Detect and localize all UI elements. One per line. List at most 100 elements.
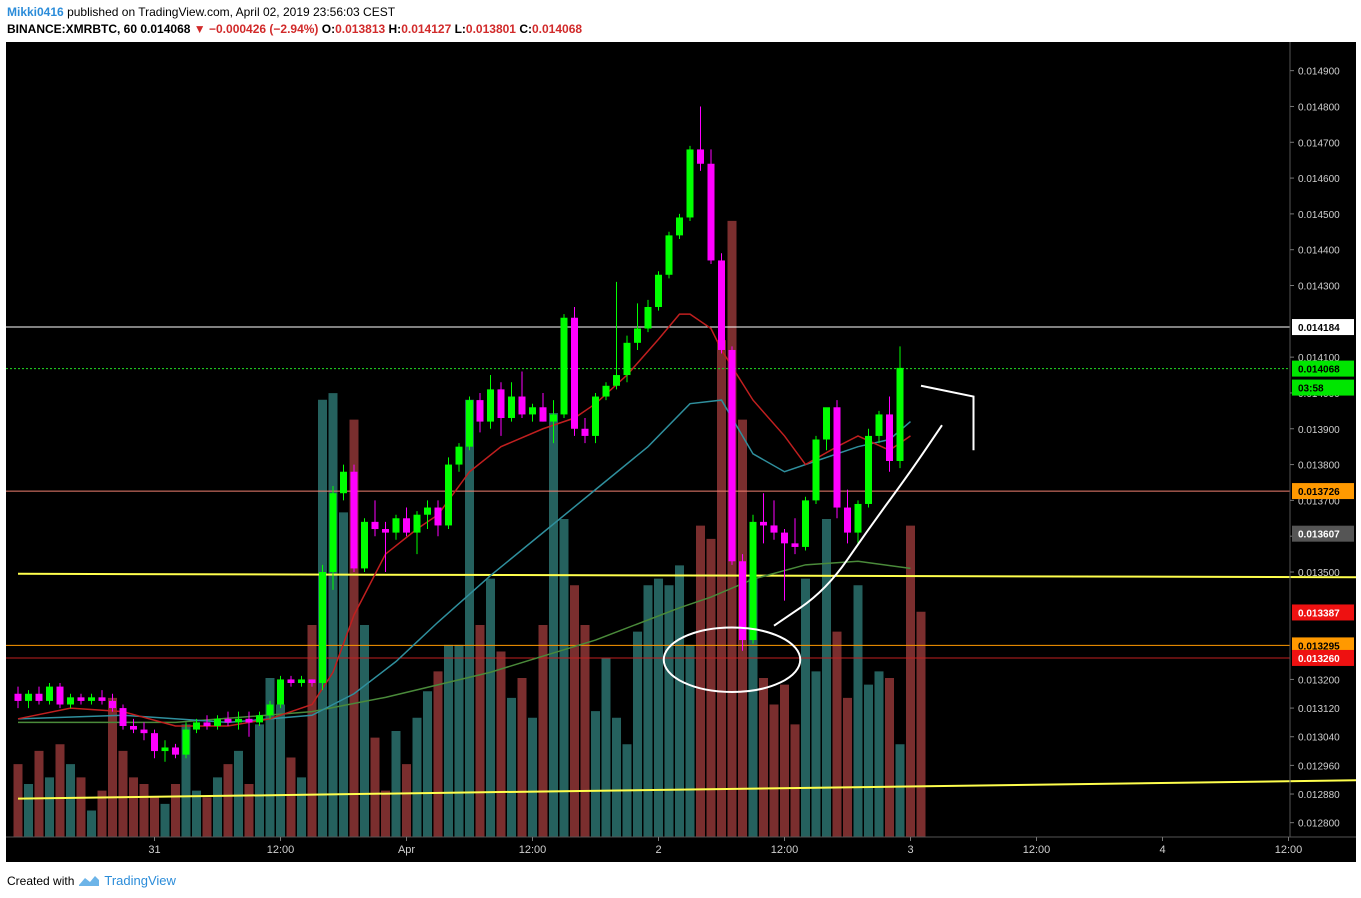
candle-body — [739, 561, 746, 641]
candle-body — [308, 679, 316, 684]
volume-bar — [769, 704, 779, 837]
volume-bar — [402, 764, 411, 837]
candle-body — [550, 414, 557, 422]
close-label: C: — [519, 22, 532, 36]
candle-body — [151, 733, 158, 752]
candle-body — [14, 693, 22, 701]
volume-bar — [118, 750, 128, 837]
candle-body — [119, 708, 127, 726]
volume-bar — [696, 525, 705, 837]
volume-bar — [706, 538, 716, 837]
volume-bar — [811, 671, 821, 837]
ma-green-line — [18, 560, 911, 724]
candle-body — [728, 349, 736, 562]
price-change: −0.000426 (−2.94%) — [209, 22, 319, 36]
candle-body — [665, 235, 673, 275]
volume-bar — [853, 585, 863, 837]
price-label-box — [1292, 319, 1354, 336]
footer: Created with TradingView — [7, 873, 176, 888]
candle-body — [340, 471, 347, 494]
volume-bar — [244, 784, 254, 837]
author-link[interactable]: Mikki0416 — [7, 5, 64, 19]
candle-body — [854, 503, 862, 533]
candle-body — [182, 729, 190, 755]
candles — [14, 106, 904, 762]
volume-bar — [675, 565, 684, 837]
candle-body — [644, 307, 652, 329]
tradingview-brand-link[interactable]: TradingView — [104, 873, 176, 888]
close-value: 0.014068 — [532, 22, 583, 36]
volume-bar — [192, 790, 201, 837]
price-tick-label: 0.013500 — [1298, 568, 1340, 579]
volume-bar — [885, 678, 894, 837]
time-tick-label: 12:00 — [1275, 844, 1303, 856]
candle-body — [245, 718, 253, 723]
volume-bar — [570, 585, 579, 837]
high-label: H: — [388, 22, 402, 36]
candle-body — [508, 396, 515, 419]
candle-body — [749, 521, 757, 641]
candle-body — [560, 317, 568, 415]
volume-bar — [391, 731, 401, 837]
candle-body — [277, 679, 284, 705]
volume-bar — [549, 413, 558, 837]
volume-bar — [13, 764, 23, 837]
time-tick-label: 12:00 — [519, 844, 547, 856]
candle-body — [886, 414, 893, 461]
candle-body — [224, 718, 232, 723]
candle-body — [392, 518, 400, 533]
volume-bar — [486, 578, 495, 837]
price-tick-label: 0.013120 — [1298, 704, 1340, 715]
candle-body — [581, 428, 589, 436]
candle-body — [718, 260, 725, 350]
volume-bar — [748, 578, 758, 837]
volume-bar — [444, 644, 453, 837]
time-tick-label: 12:00 — [771, 844, 799, 856]
volume-bar — [465, 399, 474, 837]
volume-bar — [181, 724, 191, 837]
candle-body — [802, 500, 809, 547]
volume-bar — [559, 519, 569, 837]
price-tick-label: 0.012880 — [1298, 790, 1340, 801]
candle-body — [476, 400, 484, 422]
price-label-box — [1292, 483, 1354, 500]
price-label-text: 0.014184 — [1298, 323, 1340, 334]
price-label-text: 0.013607 — [1298, 530, 1340, 541]
volume-bar — [202, 797, 212, 837]
candle-body — [497, 389, 505, 419]
candle-body — [634, 328, 641, 343]
volume-bar — [339, 512, 348, 837]
candle-body — [686, 149, 694, 218]
price-label-box — [1292, 379, 1354, 396]
price-tick-label: 0.014800 — [1298, 102, 1340, 113]
volume-bar — [297, 777, 306, 837]
price-label-box — [1292, 637, 1354, 654]
volume-bar — [24, 784, 33, 837]
time-tick-label: 12:00 — [1023, 844, 1051, 856]
price-label-box — [1292, 525, 1354, 542]
volume-bar — [612, 717, 621, 837]
volume-bar — [129, 777, 138, 837]
time-tick-label: 4 — [1159, 844, 1165, 856]
candle-body — [214, 718, 221, 726]
time-tick-label: Apr — [398, 844, 415, 856]
volume-bar — [496, 651, 506, 837]
price-label-text: 0.013387 — [1298, 608, 1340, 619]
candle-body — [875, 414, 883, 436]
tradingview-logo-icon — [79, 875, 100, 886]
volume-bar — [717, 340, 726, 837]
time-tick-label: 31 — [148, 844, 160, 856]
volume-bar — [843, 697, 852, 837]
low-value: 0.013801 — [465, 22, 516, 36]
time-axis[interactable]: 31 12:00 Apr 12:00 2 12:00 3 12:00 4 12:00 — [148, 837, 1302, 856]
price-labels: 0.014184 0.014068 03:58 0.013726 0.013607 0.0… — [1292, 319, 1354, 666]
candle-body — [193, 722, 200, 730]
price-label-text: 0.014068 — [1298, 365, 1340, 376]
volume-bar — [517, 678, 527, 837]
price-chart[interactable]: 0.012800 0.012880 0.012960 0.013040 0.013120… — [6, 42, 1356, 862]
candle-body — [67, 697, 74, 705]
volume-bar — [864, 684, 873, 837]
price-label-text: 0.013260 — [1298, 654, 1340, 665]
candle-body — [434, 507, 442, 526]
volume-bar — [76, 777, 86, 837]
